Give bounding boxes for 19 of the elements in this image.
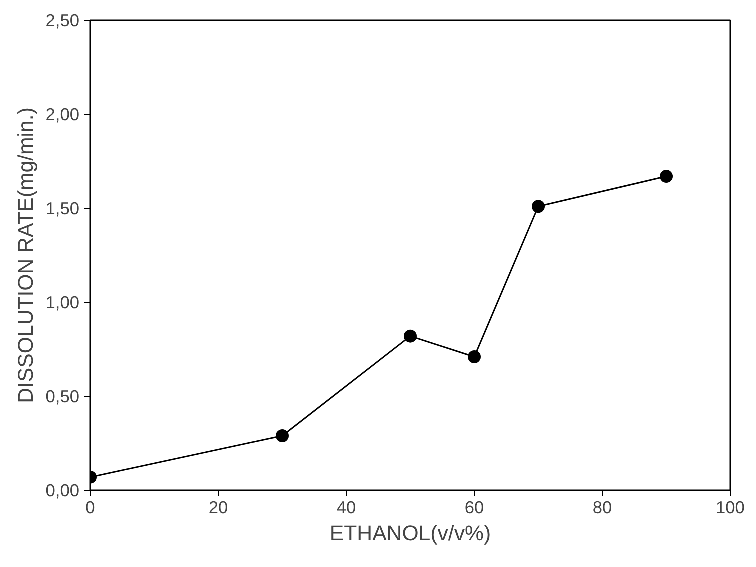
y-tick-label: 1,50 xyxy=(46,198,80,218)
x-axis-title: ETHANOL(v/v%) xyxy=(330,522,492,546)
y-tick-label: 2,00 xyxy=(46,104,80,124)
y-tick-label: 0,50 xyxy=(46,386,80,406)
x-tick-label: 100 xyxy=(716,498,745,518)
point xyxy=(532,200,545,214)
x-tick-label: 40 xyxy=(336,498,356,518)
point xyxy=(404,330,417,343)
y-tick-label: 0,00 xyxy=(46,480,80,500)
point xyxy=(276,429,289,442)
x-tick-label: 0 xyxy=(86,498,96,518)
y-axis-title: DISSOLUTION RATE(mg/min.) xyxy=(14,108,38,404)
x-tick-label: 80 xyxy=(592,498,612,518)
y-tick-label: 2,50 xyxy=(46,10,80,30)
point xyxy=(660,170,673,184)
point xyxy=(468,350,481,364)
x-tick-label: 60 xyxy=(464,498,484,518)
x-tick-label: 20 xyxy=(208,498,228,518)
y-tick-label: 1,00 xyxy=(46,292,80,312)
